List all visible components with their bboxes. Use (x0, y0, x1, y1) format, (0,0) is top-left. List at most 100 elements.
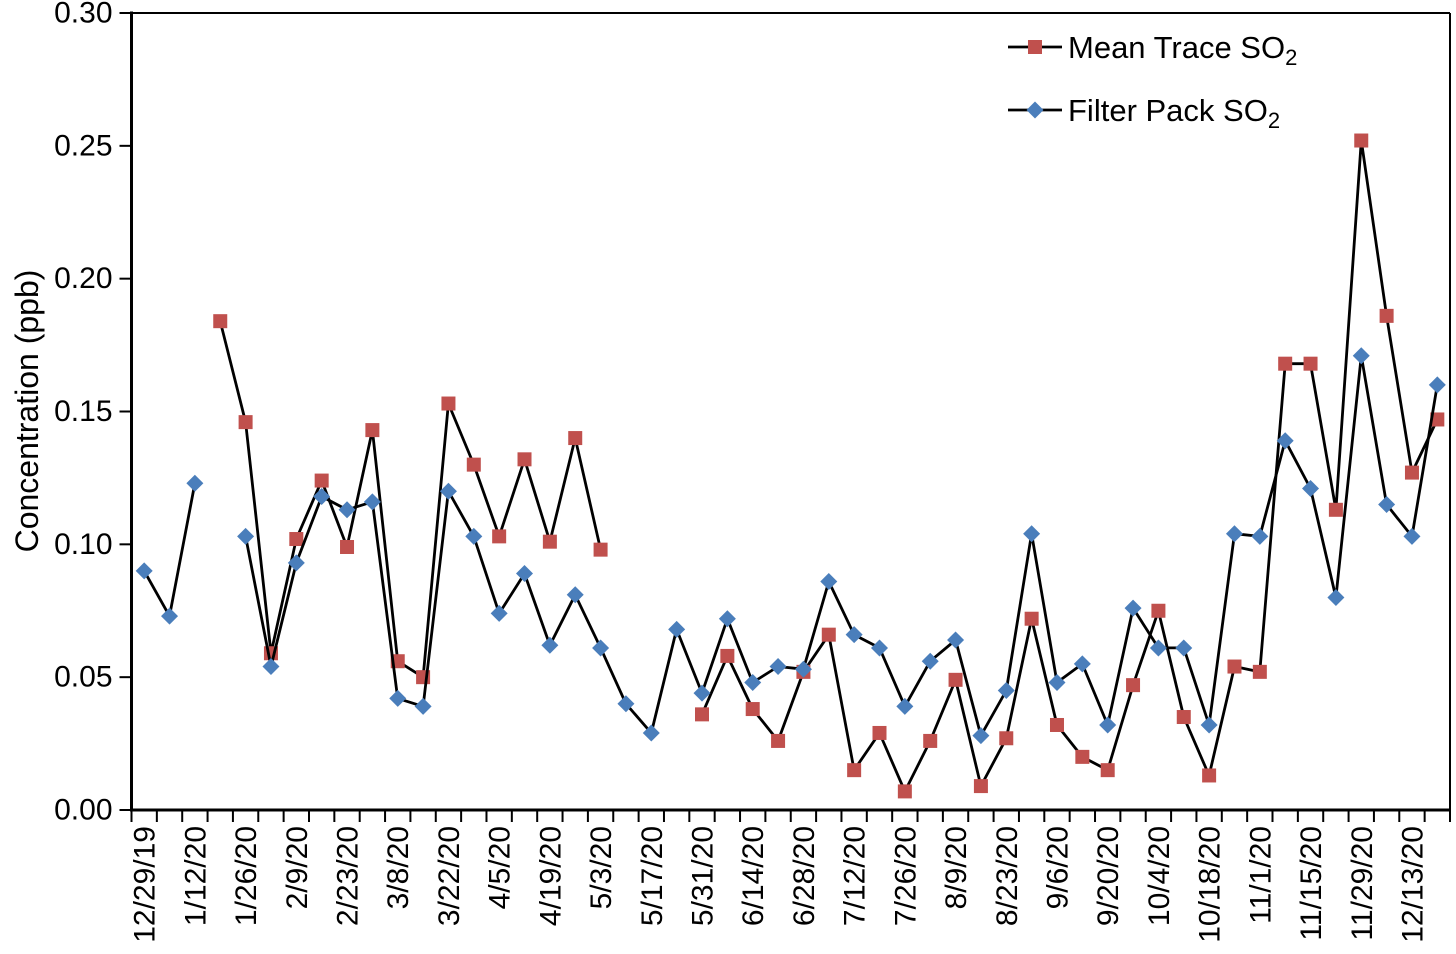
filter-pack-so2-point (921, 652, 939, 670)
x-tick-label-group: 11/15/20 (1295, 826, 1328, 941)
filter-pack-so2-point (338, 501, 356, 519)
legend-label: Filter Pack SO2 (1068, 93, 1280, 133)
filter-pack-so2-point (693, 684, 711, 702)
x-tick-label: 4/5/20 (484, 826, 517, 909)
filter-pack-so2-point (870, 639, 888, 657)
x-tick-label: 10/4/20 (1143, 826, 1176, 926)
x-tick-label-group: 2/23/20 (332, 826, 365, 926)
mean-trace-so2-point (999, 731, 1014, 746)
x-tick-label: 9/6/20 (1041, 826, 1074, 909)
filter-pack-so2-point (642, 724, 660, 742)
filter-pack-so2-point (1073, 655, 1091, 673)
mean-trace-so2-point (1176, 710, 1191, 725)
filter-pack-so2-point (363, 493, 381, 511)
filter-pack-so2-point (1428, 376, 1446, 394)
series-filter-pack-so2 (135, 347, 1446, 745)
x-tick-label: 11/29/20 (1346, 826, 1379, 941)
filter-pack-so2-point (1149, 639, 1167, 657)
x-tick-label-group: 4/5/20 (484, 826, 517, 909)
mean-trace-so2-point (593, 542, 608, 557)
mean-trace-so2-point (441, 396, 456, 411)
mean-trace-so2-point (847, 763, 862, 778)
filter-pack-so2-point (592, 639, 610, 657)
x-tick-label: 3/8/20 (382, 826, 415, 909)
y-tick-label: 0.10 (54, 528, 112, 561)
mean-trace-so2-point (745, 702, 760, 717)
y-axis-title-group: Concentration (ppb) (9, 270, 45, 553)
mean-trace-so2-point (1430, 412, 1445, 427)
x-tick-label: 12/29/19 (129, 826, 162, 943)
filter-pack-so2-point (1302, 480, 1320, 498)
filter-pack-so2-point (135, 562, 153, 580)
legend-key-marker-diamond (1026, 101, 1044, 119)
mean-trace-so2-point (973, 779, 988, 794)
filter-pack-so2-point (820, 573, 838, 591)
filter-pack-so2-point (186, 474, 204, 492)
y-tick-label: 0.30 (54, 0, 112, 30)
x-tick-label-group: 9/6/20 (1041, 826, 1074, 909)
filter-pack-so2-point (1099, 716, 1117, 734)
mean-trace-so2-point (897, 784, 912, 799)
mean-trace-so2-point (568, 431, 583, 446)
mean-trace-so2-point (1379, 308, 1394, 323)
x-tick-label-group: 5/3/20 (585, 826, 618, 909)
y-tick-label: 0.00 (54, 794, 112, 827)
mean-trace-so2-point (1202, 768, 1217, 783)
legend-label: Mean Trace SO2 (1068, 30, 1297, 70)
mean-trace-so2-point (1278, 356, 1293, 371)
filter-pack-so2-point (617, 695, 635, 713)
mean-trace-so2-point (238, 415, 253, 430)
x-tick-label: 2/23/20 (332, 826, 365, 926)
x-tick-label: 5/3/20 (585, 826, 618, 909)
mean-trace-so2-point (1024, 611, 1039, 626)
x-tick-label: 11/15/20 (1295, 826, 1328, 941)
filter-pack-so2-point (1352, 347, 1370, 365)
legend-key-marker-square (1028, 40, 1042, 54)
filter-pack-so2-point (1251, 527, 1269, 545)
filter-pack-so2-point (1048, 673, 1066, 691)
filter-pack-so2-point (1225, 525, 1243, 543)
filter-pack-so2-point (1378, 495, 1396, 513)
x-tick-label: 1/12/20 (179, 826, 212, 926)
x-tick-label: 9/20/20 (1092, 826, 1125, 926)
filter-pack-so2-point (161, 607, 179, 625)
filter-pack-so2-point (237, 527, 255, 545)
y-tick-label: 0.05 (54, 661, 112, 694)
filter-pack-so2-point (1276, 432, 1294, 450)
mean-trace-so2-point (1049, 717, 1064, 732)
x-tick-label: 12/13/20 (1396, 826, 1429, 943)
x-tick-label-group: 7/12/20 (839, 826, 872, 926)
filter-pack-so2-point (490, 604, 508, 622)
filter-pack-so2-point (1200, 716, 1218, 734)
x-tick-label: 8/23/20 (991, 826, 1024, 926)
filter-pack-so2-point (972, 727, 990, 745)
mean-trace-so2-point (1404, 465, 1419, 480)
filter-pack-so2-point (516, 565, 534, 583)
x-tick-label-group: 11/29/20 (1346, 826, 1379, 941)
x-axis: 12/29/19 1/12/20 1/26/20 2/9/20 2/23/20 3/8/2… (129, 810, 1451, 943)
mean-trace-so2-point (1075, 749, 1090, 764)
mean-trace-so2-point (720, 648, 735, 663)
x-tick-label: 4/19/20 (534, 826, 567, 926)
x-tick-label-group: 9/20/20 (1092, 826, 1125, 926)
mean-trace-so2-point (1252, 664, 1267, 679)
y-axis: 0.00 0.05 0.10 0.15 0.20 0.25 0.30 (54, 0, 132, 827)
filter-pack-so2-point (287, 554, 305, 572)
mean-trace-so2-point (695, 707, 710, 722)
x-tick-label: 5/17/20 (636, 826, 669, 926)
x-tick-label: 8/9/20 (940, 826, 973, 909)
x-tick-label: 1/26/20 (230, 826, 263, 926)
mean-trace-so2-point (517, 452, 532, 467)
mean-trace-so2-point (340, 539, 355, 554)
filter-pack-so2-point (313, 488, 331, 506)
filter-pack-so2-point (744, 673, 762, 691)
mean-trace-so2-point (492, 529, 507, 544)
x-tick-label-group: 6/14/20 (737, 826, 770, 926)
mean-trace-so2-point (1303, 356, 1318, 371)
filter-pack-so2-point (1327, 588, 1345, 606)
mean-trace-so2-point (466, 457, 481, 472)
mean-trace-so2-point (1354, 133, 1369, 148)
mean-trace-so2-point (948, 672, 963, 687)
y-axis-title: Concentration (ppb) (9, 270, 45, 553)
